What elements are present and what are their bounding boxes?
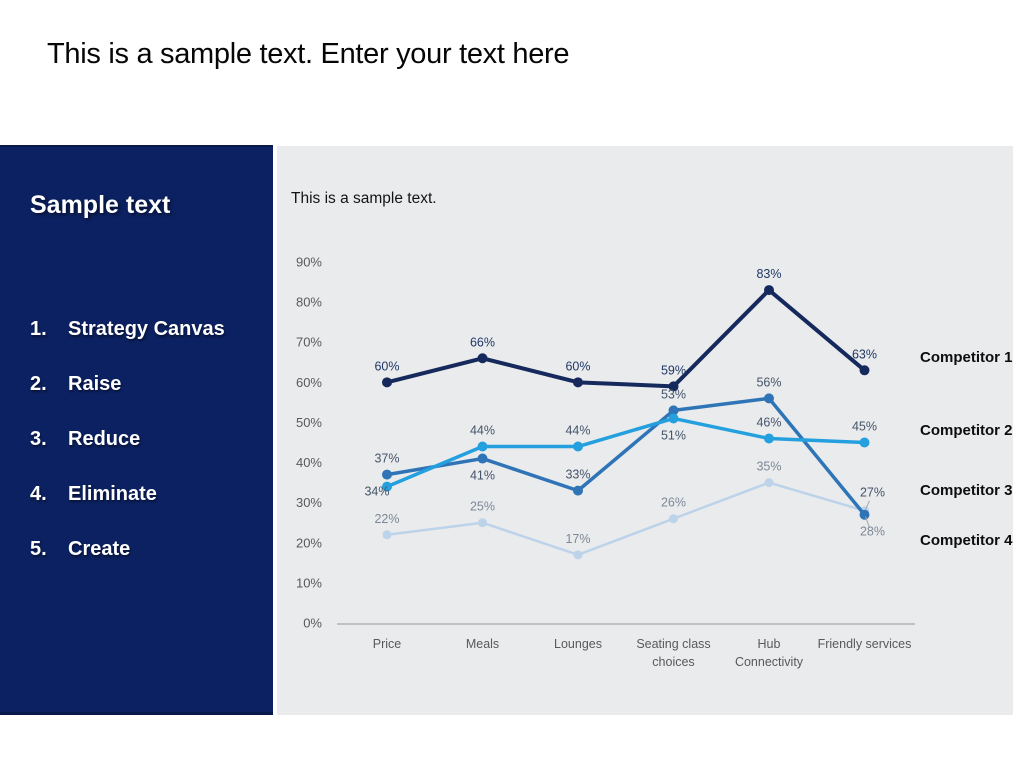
chart-data-label: 41%	[470, 469, 495, 483]
chart-data-label: 26%	[661, 496, 686, 510]
chart-data-point	[573, 377, 583, 388]
chart-caption: This is a sample text.	[291, 190, 437, 207]
sidebar-item-label: Strategy Canvas	[68, 318, 225, 340]
chart-data-point	[573, 550, 583, 560]
sidebar-item: 3. Reduce	[30, 429, 265, 450]
y-axis-tick-label: 20%	[296, 535, 322, 550]
chart-data-label: 51%	[661, 428, 686, 442]
data-label-leader-line	[865, 500, 870, 510]
chart-data-label: 46%	[756, 415, 781, 429]
chart-data-label: 35%	[756, 460, 781, 474]
chart-data-label: 45%	[852, 420, 877, 434]
sidebar-item-number: 3.	[30, 428, 47, 450]
chart-data-point	[382, 469, 392, 480]
chart-series-line	[385, 416, 867, 489]
legend-label: Competitor 4	[920, 532, 1013, 549]
sidebar-item: 2. Raise	[30, 374, 265, 395]
chart-data-label: 53%	[661, 387, 686, 401]
y-axis-tick-label: 10%	[296, 575, 322, 590]
chart-data-label: 44%	[565, 424, 590, 438]
y-axis-tick-label: 40%	[296, 455, 322, 470]
sidebar-item-number: 4.	[30, 483, 47, 505]
chart-data-label: 28%	[860, 525, 885, 539]
chart-data-point	[478, 518, 487, 528]
chart-data-label: 59%	[661, 363, 686, 377]
y-axis-tick-label: 30%	[296, 495, 322, 510]
chart-data-label: 27%	[860, 486, 885, 500]
sidebar-item-label: Eliminate	[68, 483, 157, 505]
chart-data-point	[764, 285, 774, 296]
chart-data-label: 60%	[374, 359, 399, 373]
chart-data-point	[859, 509, 870, 520]
legend-label: Competitor 3	[920, 482, 1013, 499]
chart-data-label: 66%	[470, 335, 495, 349]
sidebar-item: 4. Eliminate	[30, 484, 265, 505]
chart-data-label: 56%	[756, 375, 781, 389]
legend-label: Competitor 2	[920, 422, 1013, 439]
chart-data-point	[477, 453, 488, 464]
chart-series-line	[385, 288, 867, 389]
x-axis-category-label: Meals	[466, 637, 499, 651]
chart-data-label: 37%	[374, 452, 399, 466]
sidebar-item-number: 2.	[30, 373, 47, 395]
sidebar-heading: Sample text	[30, 191, 171, 219]
x-axis-category-label: choices	[652, 655, 694, 669]
y-axis-tick-label: 80%	[296, 295, 322, 310]
y-axis-tick-label: 60%	[296, 375, 322, 390]
chart-data-point	[668, 413, 679, 424]
chart-panel: This is a sample text. 0% 10% 20% 30% 40% 50%…	[277, 146, 1013, 715]
chart-data-point	[859, 437, 870, 448]
chart-data-label: 25%	[470, 500, 495, 514]
x-axis-category-label: Hub	[758, 637, 781, 651]
chart-data-label: 22%	[374, 512, 399, 526]
chart-series-line	[385, 396, 867, 517]
slide-title: This is a sample text. Enter your text h…	[47, 38, 570, 70]
chart-data-point	[669, 514, 678, 524]
chart-data-point	[573, 485, 583, 496]
chart-data-label: 17%	[565, 532, 590, 546]
chart-series-line	[385, 481, 866, 557]
chart-data-point	[859, 365, 870, 376]
x-axis-category-label: Lounges	[554, 637, 602, 651]
sidebar-item-label: Raise	[68, 373, 122, 395]
x-axis-category-label: Price	[373, 637, 402, 651]
chart-data-point	[382, 377, 392, 388]
x-axis-category-label: Connectivity	[735, 655, 804, 669]
y-axis-tick-label: 0%	[303, 616, 322, 631]
chart-data-point	[477, 441, 488, 452]
sidebar-item-number: 1.	[30, 318, 47, 340]
y-axis-tick-label: 50%	[296, 415, 322, 430]
sidebar-item-label: Create	[68, 538, 131, 560]
chart-data-label: 34%	[364, 485, 389, 499]
chart-data-label: 33%	[565, 468, 590, 482]
x-axis-category-label: Friendly services	[818, 637, 912, 651]
chart-data-point	[382, 530, 392, 540]
sidebar-item: 5. Create	[30, 539, 265, 560]
chart-data-point	[764, 433, 774, 444]
chart-data-point	[668, 381, 679, 392]
chart-data-point	[764, 393, 774, 404]
chart-data-label: 83%	[756, 267, 781, 281]
x-axis-category-label: Seating class	[636, 637, 710, 651]
y-axis-tick-label: 70%	[296, 335, 322, 350]
chart-data-point	[573, 441, 583, 452]
y-axis-tick-label: 90%	[296, 255, 322, 270]
chart-data-label: 63%	[852, 347, 877, 361]
chart-data-label: 60%	[565, 359, 590, 373]
sidebar-list: 1. Strategy Canvas 2. Raise 3. Reduce 4. Elimin…	[30, 319, 265, 594]
chart-data-point	[382, 481, 392, 492]
sidebar: Sample text 1. Strategy Canvas 2. Raise 3. Re…	[0, 145, 273, 715]
sidebar-item: 1. Strategy Canvas	[30, 319, 265, 340]
chart-data-point	[764, 478, 774, 488]
chart-data-point	[477, 353, 488, 364]
chart-data-label: 44%	[470, 424, 495, 438]
legend-label: Competitor 1	[920, 349, 1013, 366]
chart-data-point	[668, 405, 679, 416]
competitor-line-chart: 0% 10% 20% 30% 40% 50% 60% 70% 80% 90% Price Meals L…	[296, 255, 1013, 669]
sidebar-item-label: Reduce	[68, 428, 141, 450]
sidebar-item-number: 5.	[30, 538, 47, 560]
data-label-leader-line	[865, 516, 870, 528]
